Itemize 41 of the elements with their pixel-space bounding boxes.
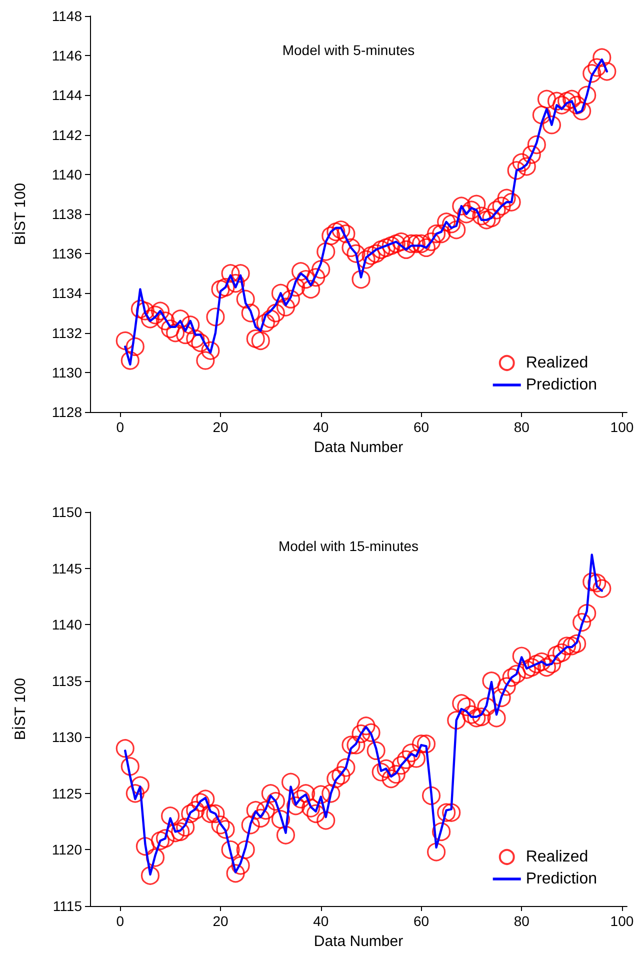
legend-label: Realized	[526, 848, 588, 866]
legend-label: Prediction	[526, 376, 598, 394]
y-tick-label: 1142	[52, 126, 82, 143]
y-tick-label: 1144	[52, 87, 82, 104]
x-tick-label: 100	[610, 419, 634, 435]
x-tick-label: 20	[212, 913, 228, 929]
y-tick-label: 1146	[52, 48, 82, 64]
y-tick-label: 1130	[52, 729, 82, 746]
x-tick-label: 80	[514, 419, 530, 435]
y-tick-label: 1150	[52, 504, 82, 520]
legend-label: Prediction	[526, 870, 598, 888]
y-axis-title: BİST 100	[11, 182, 29, 246]
y-tick-label: 1115	[52, 898, 82, 914]
y-tick-label: 1128	[52, 404, 82, 420]
y-tick-label: 1140	[52, 166, 82, 182]
y-tick-label: 1120	[52, 842, 82, 858]
x-tick-label: 60	[413, 419, 430, 435]
y-tick-label: 1134	[52, 285, 82, 302]
y-tick-label: 1145	[52, 560, 82, 576]
x-tick-label: 20	[212, 419, 228, 435]
x-tick-label: 60	[413, 913, 430, 929]
x-axis-title: Data Number	[314, 439, 404, 456]
text: Model with 5-minutes	[282, 42, 415, 58]
x-tick-label: 80	[514, 913, 530, 929]
y-tick-label: 1130	[52, 364, 82, 380]
y-tick-label: 1140	[52, 616, 82, 633]
legend-label: Realized	[526, 354, 588, 372]
y-tick-label: 1135	[52, 672, 82, 689]
y-axis-title: BİST 100	[11, 678, 29, 740]
x-tick-label: 100	[610, 913, 634, 929]
y-tick-label: 1148	[52, 8, 82, 24]
y-tick-label: 1132	[52, 324, 82, 341]
y-tick-label: 1136	[52, 246, 82, 262]
x-tick-label: 0	[116, 913, 124, 929]
y-tick-label: 1138	[52, 206, 82, 222]
text: Model with 15-minutes	[278, 538, 419, 554]
x-tick-label: 0	[116, 419, 124, 435]
x-tick-label: 40	[313, 913, 329, 929]
y-tick-label: 1125	[52, 785, 82, 802]
x-tick-label: 40	[313, 419, 329, 435]
x-axis-title: Data Number	[314, 933, 404, 950]
